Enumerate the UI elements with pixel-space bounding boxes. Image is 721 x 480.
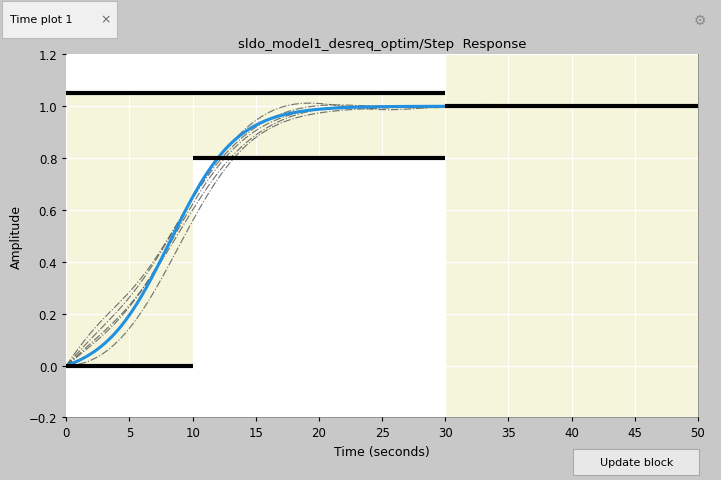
Text: Time plot 1: Time plot 1 xyxy=(10,14,73,24)
X-axis label: Time (seconds): Time (seconds) xyxy=(335,445,430,458)
Bar xyxy=(66,53,446,94)
Y-axis label: Amplitude: Amplitude xyxy=(10,204,23,268)
Text: ×: × xyxy=(100,13,110,26)
Bar xyxy=(193,157,446,420)
Bar xyxy=(66,364,193,420)
Bar xyxy=(2,2,117,39)
Text: ⚙: ⚙ xyxy=(694,13,706,27)
Title: sldo_model1_desreq_optim/Step  Response: sldo_model1_desreq_optim/Step Response xyxy=(238,38,526,51)
Text: Update block: Update block xyxy=(600,457,673,467)
